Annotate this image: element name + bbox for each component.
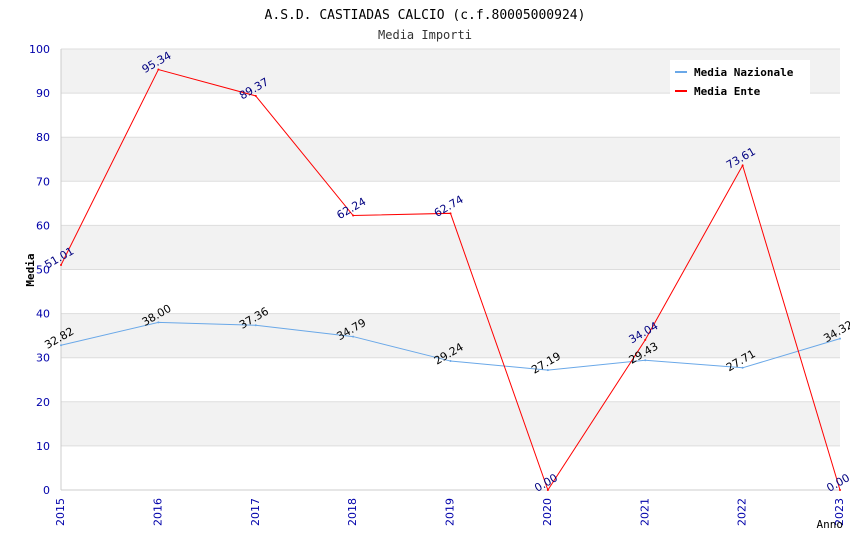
data-point bbox=[644, 338, 647, 341]
grid-band bbox=[61, 313, 840, 358]
y-tick-label: 10 bbox=[36, 440, 50, 453]
x-tick-label: 2016 bbox=[151, 498, 164, 526]
y-tick-label: 20 bbox=[36, 396, 50, 409]
chart-title: A.S.D. CASTIADAS CALCIO (c.f.80005000924… bbox=[265, 8, 586, 23]
y-tick-label: 90 bbox=[36, 87, 50, 100]
y-tick-label: 70 bbox=[36, 175, 50, 188]
x-tick-label: 2015 bbox=[54, 498, 67, 526]
x-axis-ticks: 2015 2016 2017 2018 2019 2020 2021 2022 2023 bbox=[54, 498, 846, 526]
x-axis-label: Anno bbox=[817, 518, 844, 531]
data-point bbox=[60, 264, 62, 267]
legend-label: Media Nazionale bbox=[694, 66, 794, 79]
data-label: 0.00 bbox=[532, 471, 560, 495]
data-point bbox=[157, 321, 160, 324]
data-label: 62.74 bbox=[432, 193, 466, 220]
chart-subtitle: Media Importi bbox=[378, 28, 472, 42]
y-tick-label: 80 bbox=[36, 131, 50, 144]
y-tick-label: 100 bbox=[29, 43, 50, 56]
data-point bbox=[254, 94, 257, 97]
grid-band bbox=[61, 225, 840, 270]
x-tick-label: 2022 bbox=[736, 498, 749, 526]
x-tick-label: 2021 bbox=[638, 498, 651, 526]
data-point bbox=[254, 324, 257, 327]
grid-bands bbox=[61, 49, 840, 446]
data-label: 0.00 bbox=[824, 471, 850, 495]
y-tick-label: 0 bbox=[43, 484, 50, 497]
y-tick-label: 60 bbox=[36, 219, 50, 232]
data-point bbox=[352, 214, 355, 217]
data-point bbox=[546, 489, 549, 491]
data-point bbox=[157, 68, 160, 71]
y-axis-ticks: 0 10 20 30 40 50 60 70 80 90 100 bbox=[29, 43, 50, 497]
gridlines bbox=[61, 48, 840, 491]
data-point bbox=[449, 212, 452, 215]
y-tick-label: 30 bbox=[36, 352, 50, 365]
series-lines bbox=[60, 68, 841, 492]
data-point bbox=[352, 335, 355, 338]
legend: Media Nazionale Media Ente bbox=[670, 60, 810, 98]
x-tick-label: 2019 bbox=[444, 498, 457, 526]
data-point bbox=[546, 369, 549, 372]
data-point bbox=[741, 164, 744, 167]
x-tick-label: 2023 bbox=[833, 498, 846, 526]
y-axis-label: Media bbox=[24, 253, 37, 286]
legend-label: Media Ente bbox=[694, 85, 761, 98]
data-point bbox=[644, 359, 647, 362]
y-tick-label: 50 bbox=[36, 264, 50, 277]
data-point bbox=[449, 360, 452, 363]
y-tick-label: 40 bbox=[36, 308, 50, 321]
x-tick-label: 2017 bbox=[249, 498, 262, 526]
data-point bbox=[741, 366, 744, 369]
axes bbox=[60, 49, 840, 491]
grid-band bbox=[61, 401, 840, 446]
legend-box bbox=[670, 60, 810, 98]
x-tick-label: 2020 bbox=[541, 498, 554, 526]
data-point bbox=[839, 337, 841, 340]
data-point bbox=[839, 489, 841, 491]
data-point bbox=[60, 344, 62, 347]
x-tick-label: 2018 bbox=[346, 498, 359, 526]
grid-band bbox=[61, 137, 840, 182]
